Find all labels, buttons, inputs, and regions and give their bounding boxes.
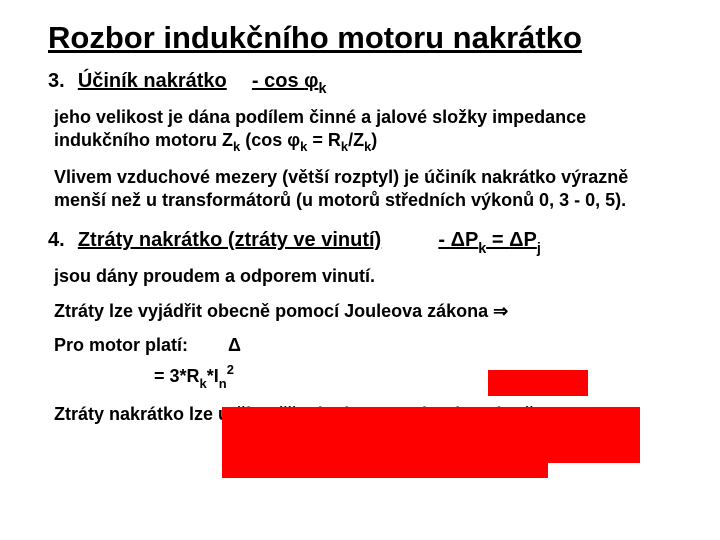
- sec4-p2-txt: Ztráty lze vyjádřit obecně pomocí Jouleo…: [54, 301, 493, 321]
- sec3-p1-zk2: /Z: [348, 130, 364, 150]
- page-title: Rozbor indukčního motoru nakrátko: [48, 20, 685, 56]
- section3-heading: 3. Účiník nakrátko - cos φk: [48, 70, 685, 96]
- sub-j: j: [537, 241, 541, 257]
- sec3-para2: Vlivem vzduchové mezery (větší rozptyl) …: [54, 166, 685, 211]
- sec4-p3-txt: Pro motor platí:: [54, 335, 188, 355]
- sec3-p1-rk: = R: [307, 130, 341, 150]
- sec4-eq-line: = 3*Rk*In2: [154, 363, 685, 391]
- sec4-label: Ztráty nakrátko (ztráty ve vinutí): [78, 229, 381, 251]
- sec3-cos-txt: - cos: [252, 70, 304, 92]
- sub-n: n: [219, 376, 227, 391]
- redacted-block-1: [488, 370, 588, 396]
- p1: P: [465, 229, 478, 251]
- delta2: Δ: [509, 229, 523, 251]
- section4-heading: 4. Ztráty nakrátko (ztráty ve vinutí) - …: [48, 229, 685, 255]
- sec3-label: Účiník nakrátko: [78, 70, 227, 92]
- delta3: Δ: [228, 335, 241, 355]
- phi-symbol: φ: [304, 70, 318, 92]
- sec3-num: 3.: [48, 70, 65, 92]
- eq-in: *I: [207, 366, 219, 386]
- sec3-p1-zk-a: indukčního motoru Z: [54, 130, 233, 150]
- sec3-p1-line1: jeho velikost je dána podílem činné a ja…: [54, 107, 586, 127]
- sub-k-3: k: [300, 139, 307, 154]
- sec4-eq: - ΔPk = ΔPj: [438, 229, 540, 251]
- sec3-p1-cos: (cos: [240, 130, 287, 150]
- sec4-para3: Pro motor platí: Δ: [54, 334, 685, 357]
- sec3-para1: jeho velikost je dána podílem činné a ja…: [54, 106, 685, 154]
- eq-3rk: = 3*R: [154, 366, 200, 386]
- p2: P: [523, 229, 536, 251]
- sub-k-6: k: [478, 241, 486, 257]
- sub-k-2: k: [233, 139, 240, 154]
- sec3-cos: - cos φk: [252, 70, 327, 92]
- sub-k-5: k: [364, 139, 371, 154]
- sec4-dash: -: [438, 229, 450, 251]
- redacted-block-3: [222, 450, 548, 478]
- sec4-para2: Ztráty lze vyjádřit obecně pomocí Jouleo…: [54, 300, 685, 323]
- eq-sign: =: [486, 229, 509, 251]
- sub-k: k: [318, 81, 326, 97]
- sec4-para1: jsou dány proudem a odporem vinutí.: [54, 265, 685, 288]
- arrow-icon: ⇒: [493, 301, 508, 321]
- sub-k-7: k: [200, 376, 207, 391]
- delta1: Δ: [451, 229, 465, 251]
- sec3-p1-close: ): [371, 130, 377, 150]
- sec4-num: 4.: [48, 229, 65, 251]
- phi2: φ: [287, 130, 300, 150]
- sup-2: 2: [227, 362, 234, 377]
- sub-k-4: k: [341, 139, 348, 154]
